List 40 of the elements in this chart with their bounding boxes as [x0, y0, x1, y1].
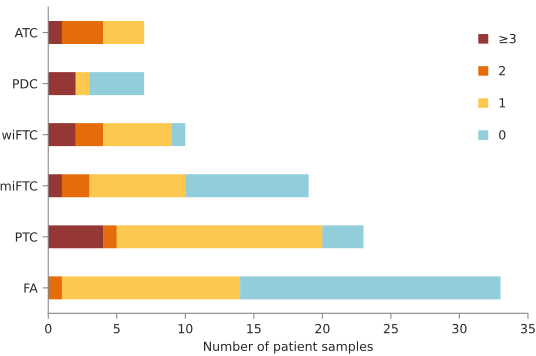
y-tick-label: miFTC — [0, 180, 38, 191]
y-tick-label: ATC — [14, 28, 38, 38]
bar — [240, 276, 501, 300]
x-tick-label: 15 — [247, 324, 261, 334]
bar — [62, 21, 104, 44]
y-tick-label: wiFTC — [2, 130, 38, 140]
bar — [116, 225, 322, 248]
bar — [103, 123, 172, 146]
bar — [48, 123, 76, 146]
bar — [62, 174, 90, 198]
legend-label: ≥3 — [500, 34, 516, 44]
x-tick-label: 30 — [452, 324, 467, 334]
bar — [48, 225, 104, 248]
x-tick-label: 35 — [520, 324, 535, 334]
bar — [103, 21, 144, 44]
bar — [48, 276, 62, 300]
bar — [172, 123, 186, 146]
bar — [48, 21, 62, 44]
y-tick-label: PTC — [16, 232, 38, 242]
x-tick-label: 10 — [178, 324, 192, 334]
x-tick-label: 5 — [114, 324, 120, 334]
x-tick-label: 25 — [384, 324, 398, 334]
bar — [103, 225, 117, 248]
legend-label: 1 — [500, 98, 506, 108]
x-tick-label: 20 — [315, 324, 330, 334]
bar — [89, 174, 186, 198]
x-tick-label: 0 — [45, 324, 52, 334]
y-tick-label: PDC — [13, 79, 38, 89]
legend-label: 0 — [499, 130, 506, 140]
bar — [62, 276, 240, 300]
bar — [48, 72, 76, 96]
bar — [76, 72, 90, 96]
x-axis-title: Number of patient samples — [204, 341, 373, 354]
bar — [48, 174, 62, 198]
bar — [89, 72, 144, 96]
bar — [322, 225, 364, 248]
legend-label: 2 — [499, 66, 505, 76]
bar — [185, 174, 309, 198]
bar — [76, 123, 104, 146]
y-tick-label: FA — [24, 284, 38, 293]
